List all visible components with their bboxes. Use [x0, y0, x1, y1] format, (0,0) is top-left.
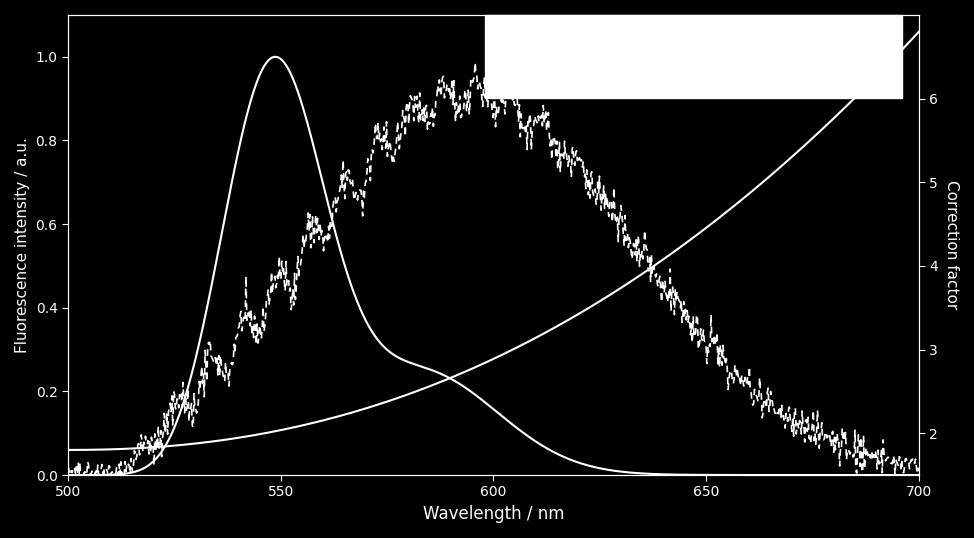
- Y-axis label: Fluorescence intensity / a.u.: Fluorescence intensity / a.u.: [15, 137, 30, 353]
- X-axis label: Wavelength / nm: Wavelength / nm: [423, 505, 564, 523]
- Y-axis label: Correction factor: Correction factor: [944, 180, 959, 310]
- FancyBboxPatch shape: [485, 15, 902, 98]
